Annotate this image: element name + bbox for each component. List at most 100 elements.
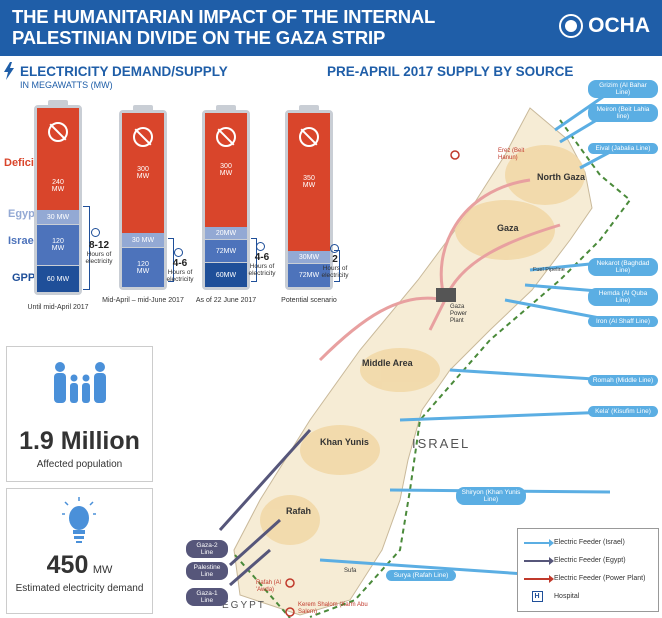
legend-egypt-text: Electric Feeder (Egypt) bbox=[554, 557, 626, 564]
population-box: 1.9 Million Affected population bbox=[6, 346, 153, 482]
battery-body: 350 MW 30MW 72MW bbox=[285, 110, 333, 290]
segment-israel: 72MW bbox=[205, 240, 247, 262]
header-bar: THE HUMANITARIAN IMPACT OF THE INTERNAL … bbox=[0, 0, 662, 56]
legend-egypt: Egypt bbox=[8, 208, 39, 220]
no-power-icon bbox=[133, 127, 153, 147]
battery-cap bbox=[48, 100, 68, 105]
demand-box: 450 MW Estimated electricity demand bbox=[6, 488, 153, 614]
electricity-subtitle: IN MEGAWATTS (MW) bbox=[20, 80, 113, 90]
segment-gpp: 60 MW bbox=[37, 266, 79, 292]
gpp-value: 60 MW bbox=[46, 275, 70, 283]
legend-israel-text: Electric Feeder (Israel) bbox=[554, 539, 625, 546]
hours-text: Hours of electricity bbox=[85, 251, 113, 265]
hours-value: 8-12 bbox=[88, 240, 109, 251]
erez-crossing-icon bbox=[450, 150, 460, 160]
israel-value: 120 MW bbox=[136, 260, 150, 275]
legend-plant-feeder: Electric Feeder (Power Plant) bbox=[524, 574, 646, 583]
battery-label: Until mid-April 2017 bbox=[27, 304, 89, 311]
label-kerem-shalom: Kerem Shalom (Karm Abu Salem) bbox=[298, 602, 368, 615]
feeder-surya: Surya (Rafah Line) bbox=[386, 570, 456, 581]
israel-border bbox=[309, 119, 632, 618]
segment-egypt: 30 MW bbox=[37, 210, 79, 224]
map-legend: Electric Feeder (Israel) Electric Feeder… bbox=[517, 528, 659, 612]
segment-israel-extra: 30 MW bbox=[122, 233, 164, 247]
segment-gpp: 60MW bbox=[205, 263, 247, 287]
feeder-eival: Eival (Jabalia Line) bbox=[588, 143, 658, 154]
legend-gpp: GPP bbox=[12, 272, 36, 284]
feeder-gaza2: Gaza-2 Line bbox=[186, 540, 228, 558]
battery-body: 240 MW 30 MW 120 MW 60 MW bbox=[34, 105, 82, 295]
feeder-meiron: Meiron (Beit Lahia line) bbox=[588, 104, 658, 122]
feeder-romah: Romah (Middle Line) bbox=[588, 375, 658, 386]
hours-label: 4-6 Hours of electricity bbox=[165, 258, 195, 283]
demand-value: 450 bbox=[46, 551, 89, 579]
label-israel: ISRAEL bbox=[412, 436, 471, 451]
battery-body: 300 MW 30 MW 120 MW bbox=[119, 110, 167, 290]
israel-value: 120 MW bbox=[51, 238, 65, 252]
family-icon bbox=[54, 362, 106, 403]
legend-deficit: Deficit bbox=[4, 157, 38, 169]
deficit-value: 350 MW bbox=[302, 175, 316, 189]
battery-body: 300 MW 20MW 72MW 60MW bbox=[202, 110, 250, 290]
feeder-shiryon: Shiryon (Khan Yunis Line) bbox=[456, 487, 526, 505]
population-value: 1.9 Million bbox=[19, 427, 140, 455]
feeder-nekarot: Nekarot (Baghdad Line) bbox=[588, 258, 658, 276]
lightbulb-icon bbox=[62, 497, 96, 543]
hours-bracket bbox=[83, 206, 90, 290]
clock-icon bbox=[91, 228, 100, 237]
segment-israel: 120 MW bbox=[122, 248, 164, 287]
feeder-hemda: Hemda (Al Quba Line) bbox=[588, 288, 658, 306]
label-rafah: Rafah bbox=[286, 506, 312, 516]
hours-value: 4-6 bbox=[254, 252, 270, 263]
hours-label: 4-6 Hours of electricity bbox=[247, 252, 277, 277]
egypt-border bbox=[234, 554, 291, 618]
hours-bracket bbox=[251, 238, 257, 282]
ocha-logo: OCHA bbox=[559, 14, 650, 38]
hours-bracket bbox=[168, 238, 174, 282]
israel-value: 72MW bbox=[215, 247, 237, 255]
battery-label: As of 22 June 2017 bbox=[195, 297, 257, 304]
battery-label: Potential scenario bbox=[281, 297, 337, 304]
legend-plant-text: Electric Feeder (Power Plant) bbox=[554, 575, 646, 582]
label-sufa: Sufa bbox=[344, 568, 357, 574]
no-power-icon bbox=[299, 127, 319, 147]
legend-israel-feeder: Electric Feeder (Israel) bbox=[524, 538, 625, 547]
title-line-2: PALESTINIAN DIVIDE ON THE GAZA STRIP bbox=[12, 27, 386, 48]
israel-extra-value: 20MW bbox=[215, 229, 237, 237]
battery-label: Mid-April – mid-June 2017 bbox=[102, 297, 184, 304]
population-label: Affected population bbox=[36, 459, 123, 470]
feeder-kela: Kela' (Kisufim Line) bbox=[588, 406, 658, 417]
no-power-icon bbox=[48, 122, 68, 142]
israel-extra-value: 30MW bbox=[298, 253, 320, 261]
hospital-icon: H bbox=[531, 591, 543, 602]
legend-egypt-feeder: Electric Feeder (Egypt) bbox=[524, 556, 626, 565]
label-fuel-pipeline: Fuel Pipeline bbox=[533, 267, 565, 273]
hours-value: 4-6 bbox=[172, 258, 188, 269]
hospital-icon-wrap: H bbox=[524, 591, 550, 602]
feeder-gaza1: Gaza-1 Line bbox=[186, 588, 228, 606]
un-emblem-icon bbox=[559, 14, 584, 38]
map-title: PRE-APRIL 2017 SUPPLY BY SOURCE bbox=[327, 64, 574, 79]
legend-hospital-text: Hospital bbox=[554, 593, 580, 600]
legend-hospital: H Hospital bbox=[524, 591, 579, 602]
clock-icon bbox=[174, 248, 183, 257]
label-power-plant: Gaza Power Plant bbox=[450, 304, 468, 324]
label-egypt: EGYPT bbox=[222, 600, 266, 611]
hours-text: Hours of electricity bbox=[321, 265, 349, 279]
segment-israel: 72MW bbox=[288, 264, 330, 287]
lightning-icon bbox=[4, 62, 14, 80]
hours-label: 2 Hours of electricity bbox=[320, 254, 350, 279]
hours-label: 8-12 Hours of electricity bbox=[84, 240, 114, 265]
segment-israel: 120 MW bbox=[37, 225, 79, 265]
demand-unit: MW bbox=[92, 564, 113, 576]
electricity-title: ELECTRICITY DEMAND/SUPPLY bbox=[20, 64, 228, 79]
demand-label: Estimated electricity demand bbox=[15, 583, 144, 594]
purple-arrow-icon bbox=[524, 556, 554, 565]
demand-value-row: 450 MW bbox=[7, 551, 152, 580]
segment-deficit: 240 MW bbox=[37, 108, 79, 210]
deficit-value: 240 MW bbox=[51, 179, 65, 193]
plant-feeders bbox=[318, 178, 561, 362]
gaza-map bbox=[218, 90, 632, 618]
clock-icon bbox=[256, 242, 265, 251]
red-arrow-icon bbox=[524, 574, 554, 583]
